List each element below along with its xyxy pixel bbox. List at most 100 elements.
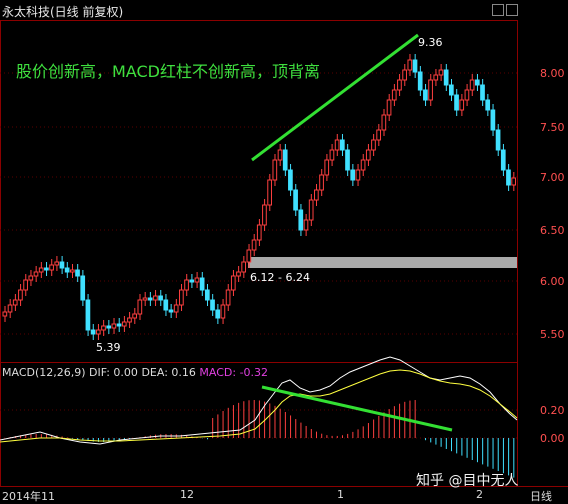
candle-body xyxy=(324,159,330,176)
candlesticks xyxy=(2,54,516,340)
candle-body xyxy=(282,149,288,171)
chart-annotation: 股价创新高，MACD红柱不创新高，顶背离 xyxy=(16,62,320,81)
dif-label: DIF: 0.00 xyxy=(89,366,138,379)
candle-body xyxy=(158,295,163,301)
candle-body xyxy=(417,71,423,91)
candle-body xyxy=(334,139,340,151)
dif-line xyxy=(0,356,518,445)
candle-body xyxy=(485,99,491,111)
candle-body xyxy=(345,149,350,171)
candle-body xyxy=(204,289,210,301)
candle-body xyxy=(236,271,241,277)
candle-body xyxy=(90,329,96,335)
candle-body xyxy=(459,99,465,111)
candle-body xyxy=(314,189,319,201)
candle-body xyxy=(28,275,34,281)
macd-tick: 0.00 xyxy=(540,432,565,445)
candle-body xyxy=(412,59,418,73)
candle-body xyxy=(256,224,262,241)
dea-label: DEA: 0.16 xyxy=(141,366,196,379)
settings-icon[interactable] xyxy=(492,4,504,16)
candle-body xyxy=(469,79,475,91)
candle-body xyxy=(75,269,80,277)
candle-body xyxy=(438,69,444,76)
candle-body xyxy=(339,139,345,151)
candle-body xyxy=(49,264,54,271)
candle-body xyxy=(246,249,252,263)
candle-body xyxy=(95,329,101,335)
time-label[interactable]: 日线 xyxy=(530,490,552,503)
candle-body xyxy=(386,99,392,116)
candle-body xyxy=(137,299,143,315)
candle-body xyxy=(402,69,407,81)
candle-body xyxy=(210,299,215,311)
macd-trend-line xyxy=(261,385,453,432)
low-price-label: 5.39 xyxy=(96,341,121,354)
price-tick: 8.00 xyxy=(540,67,565,80)
candle-body xyxy=(220,304,226,319)
candle-body xyxy=(262,204,267,226)
candle-body xyxy=(500,149,506,171)
candle-body xyxy=(506,169,511,186)
candle-body xyxy=(85,299,91,331)
candle-body xyxy=(241,261,247,273)
candle-body xyxy=(267,179,272,206)
candle-body xyxy=(360,159,366,171)
candle-body xyxy=(199,277,205,291)
high-price-label: 9.36 xyxy=(418,36,443,49)
close-icon[interactable] xyxy=(506,4,518,16)
macd-value-label: MACD: -0.32 xyxy=(199,366,269,379)
time-label: 2014年11 xyxy=(2,490,55,503)
candle-body xyxy=(480,84,485,101)
macd-header: MACD(12,26,9) DIF: 0.00 DEA: 0.16 MACD: … xyxy=(2,366,268,379)
candle-body xyxy=(33,271,39,277)
candle-body xyxy=(2,311,8,317)
time-label: 12 xyxy=(180,488,194,501)
candle-body xyxy=(428,79,433,101)
candle-body xyxy=(293,189,298,211)
candle-body xyxy=(12,299,18,306)
candle-body xyxy=(397,79,402,91)
gap-price-label: 6.12 - 6.24 xyxy=(250,271,310,284)
candle-body xyxy=(495,129,501,151)
candle-body xyxy=(350,169,356,181)
candle-body xyxy=(163,299,169,311)
price-grid xyxy=(0,72,517,439)
candle-body xyxy=(153,295,158,301)
candle-body xyxy=(303,219,309,231)
candle-body xyxy=(101,325,106,331)
candle-body xyxy=(454,94,459,111)
candle-body xyxy=(215,309,221,319)
window-title: 永太科技(日线 前复权) xyxy=(2,5,124,19)
candle-body xyxy=(80,275,86,301)
candle-body xyxy=(308,199,314,221)
candle-body xyxy=(251,239,257,251)
candle-body xyxy=(443,69,449,86)
price-axis: 8.00 7.50 7.00 6.50 6.00 5.50 0.20 0.00 xyxy=(540,67,565,445)
candle-body xyxy=(18,289,23,301)
price-tick: 5.50 xyxy=(540,328,565,341)
candle-body xyxy=(407,59,413,71)
candle-body xyxy=(184,279,189,291)
candle-body xyxy=(54,261,60,266)
candle-body xyxy=(511,177,516,186)
candle-body xyxy=(423,89,428,101)
candle-body xyxy=(59,261,65,269)
candle-body xyxy=(272,159,278,181)
candle-body xyxy=(230,275,236,291)
candle-body xyxy=(376,129,382,141)
macd-tick: 0.20 xyxy=(540,404,565,417)
candle-body xyxy=(7,304,13,313)
candle-body xyxy=(132,313,137,319)
candle-body xyxy=(391,89,397,101)
candle-body xyxy=(474,79,480,86)
candle-body xyxy=(355,169,361,181)
price-tick: 6.50 xyxy=(540,224,565,237)
candle-body xyxy=(319,174,324,191)
candle-body xyxy=(277,149,283,161)
time-label: 2 xyxy=(476,488,483,501)
candle-body xyxy=(127,317,132,323)
price-tick: 7.00 xyxy=(540,171,565,184)
watermark: 知乎 @目中无人 xyxy=(416,473,519,489)
